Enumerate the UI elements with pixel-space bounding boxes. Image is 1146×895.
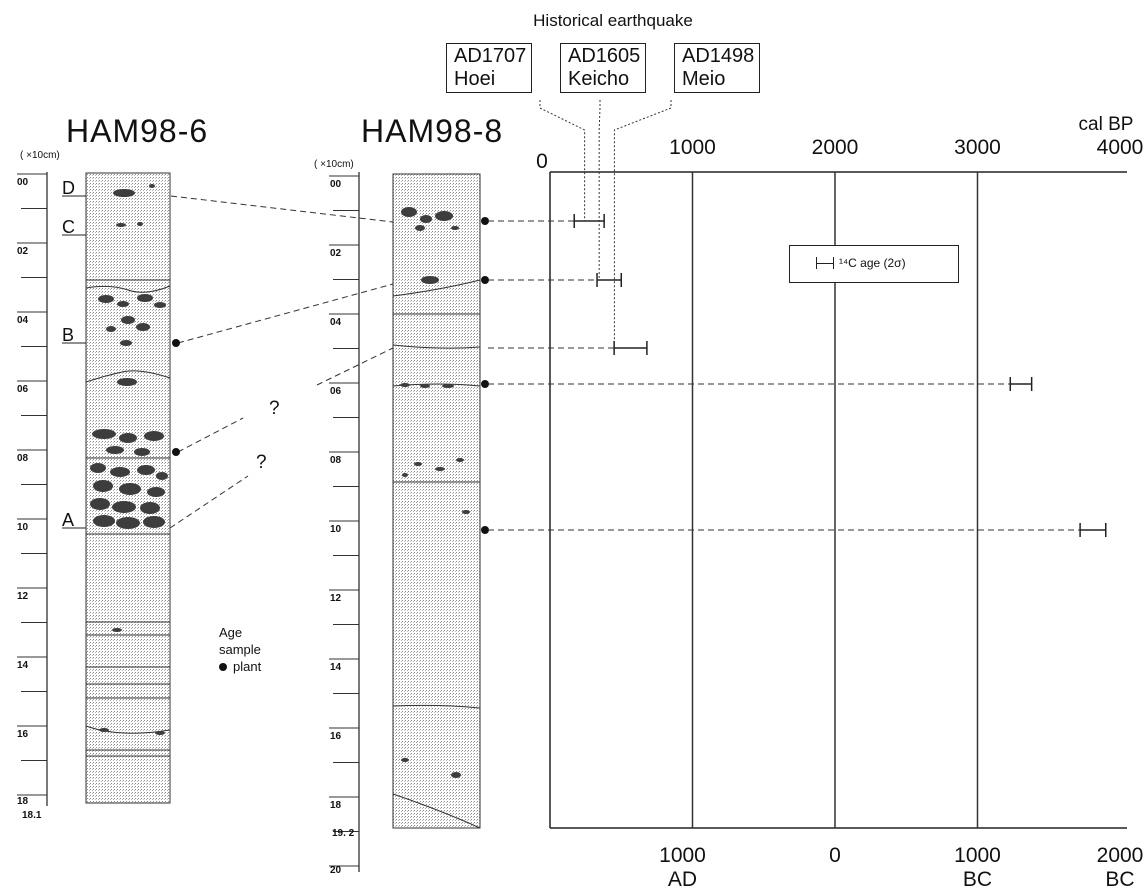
cal-bp-label: cal BP [1079,114,1134,135]
core-title-ham98-6: HAM98-6 [66,113,209,149]
gravel-clasts [90,184,168,735]
depth-label: 12 [330,593,342,604]
depth-label: 14 [330,662,342,673]
gravel-clasts [400,207,470,778]
correlation-lines [169,195,394,529]
era-label: AD [668,868,697,890]
c14-age-range [613,341,648,355]
top-tick-label: 0 [536,150,548,173]
depth-label: 14 [17,660,29,671]
depth-ticks [17,173,47,796]
depth-label: 00 [330,179,342,190]
earthquake-year: AD1498 [682,45,755,67]
uncertain-correlation-mark: ? [269,398,280,419]
unit-letter-b: B [62,325,74,345]
c14-legend-label: ¹⁴C age (2σ) [839,256,906,270]
depth-label: 18 [17,796,29,807]
depth-label: 08 [330,455,342,466]
bottom-depth-label: 18.1 [22,810,42,821]
legend-item-label: plant [233,659,262,674]
bottom-tick-label: 2000 [1097,844,1144,867]
legend-item-plant: plant [219,658,261,675]
layer-boundaries [85,279,171,757]
earthquake-year: AD1605 [568,45,641,67]
c14-age-range [1009,377,1033,391]
top-tick-label: 3000 [954,136,1001,159]
sample-leader-lines [488,220,1081,531]
legend-title: sample [219,642,261,657]
top-tick-label: 4000 [1097,136,1144,159]
historical-earthquake-heading: Historical earthquake [533,11,693,30]
c14-age-range [596,273,622,287]
historical-earthquake-leaders [539,100,672,348]
plant-dot-icon [219,662,227,671]
uncertain-correlation-mark: ? [256,452,267,473]
c14-age-range [1079,523,1107,537]
age-sample-legend: Age sample plant [219,624,261,675]
earthquake-name: Hoei [454,68,496,90]
bottom-tick-label: 1000 [659,844,706,867]
c14-age-ranges [573,214,1107,537]
depth-labels-ham98-8: 00 02 04 06 08 10 12 14 16 18 20 19. 2 [330,179,355,876]
era-label: BC [963,868,992,890]
core-column [392,173,481,829]
bottom-tick-label: 0 [829,844,841,867]
unit-letter-d: D [62,178,75,198]
earthquake-box-meio: AD1498 Meio [674,43,761,93]
unit-marker-lines [62,195,86,529]
earthquake-name: Meio [682,68,726,90]
unit-letter-a: A [62,510,74,530]
depth-label: 06 [330,386,342,397]
bottom-depth-label: 19. 2 [332,828,355,839]
age-sample-dots [172,217,489,534]
earthquake-name: Keicho [568,68,630,90]
depth-ticks [329,175,359,867]
top-tick-label: 1000 [669,136,716,159]
depth-unit: ( ×10cm) [20,150,60,161]
depth-label: 16 [330,731,342,742]
core-ham98-6 [17,172,171,806]
depth-label: 16 [17,729,29,740]
unit-letter-c: C [62,217,75,237]
earthquake-box-hoei: AD1707 Hoei [446,43,533,93]
depth-label: 18 [330,800,342,811]
age-chart [488,100,1127,829]
c14-legend-box: ¹⁴C age (2σ) [789,245,959,283]
depth-label: 10 [17,522,29,533]
era-label: BC [1105,868,1134,890]
earthquake-leader-line [598,100,601,280]
depth-label: 02 [17,246,29,257]
core-title-ham98-8: HAM98-8 [361,113,504,149]
depth-label: 10 [330,524,342,535]
error-bar-icon [816,257,834,269]
depth-label: 00 [17,177,29,188]
top-axis-tick-labels: 0 1000 2000 3000 4000 [536,136,1143,173]
earthquake-box-keicho: AD1605 Keicho [560,43,647,93]
depth-label: 02 [330,248,342,259]
earthquake-leader-line [613,100,672,348]
depth-label: 04 [17,315,29,326]
core-ham98-8 [329,172,481,872]
depth-label: 04 [330,317,342,328]
earthquake-year: AD1707 [454,45,527,67]
depth-labels-ham98-6: 00 02 04 06 08 10 12 14 16 18 18.1 [17,177,42,821]
top-tick-label: 2000 [812,136,859,159]
layer-boundaries [392,279,481,829]
depth-label: 20 [330,865,342,876]
depth-label: 08 [17,453,29,464]
unit-letters: D C B A [62,178,75,530]
depth-label: 06 [17,384,29,395]
earthquake-leader-line [539,100,586,221]
depth-unit: ( ×10cm) [314,159,354,170]
bottom-tick-label: 1000 [954,844,1001,867]
legend-title: Age [219,625,243,640]
depth-label: 12 [17,591,29,602]
